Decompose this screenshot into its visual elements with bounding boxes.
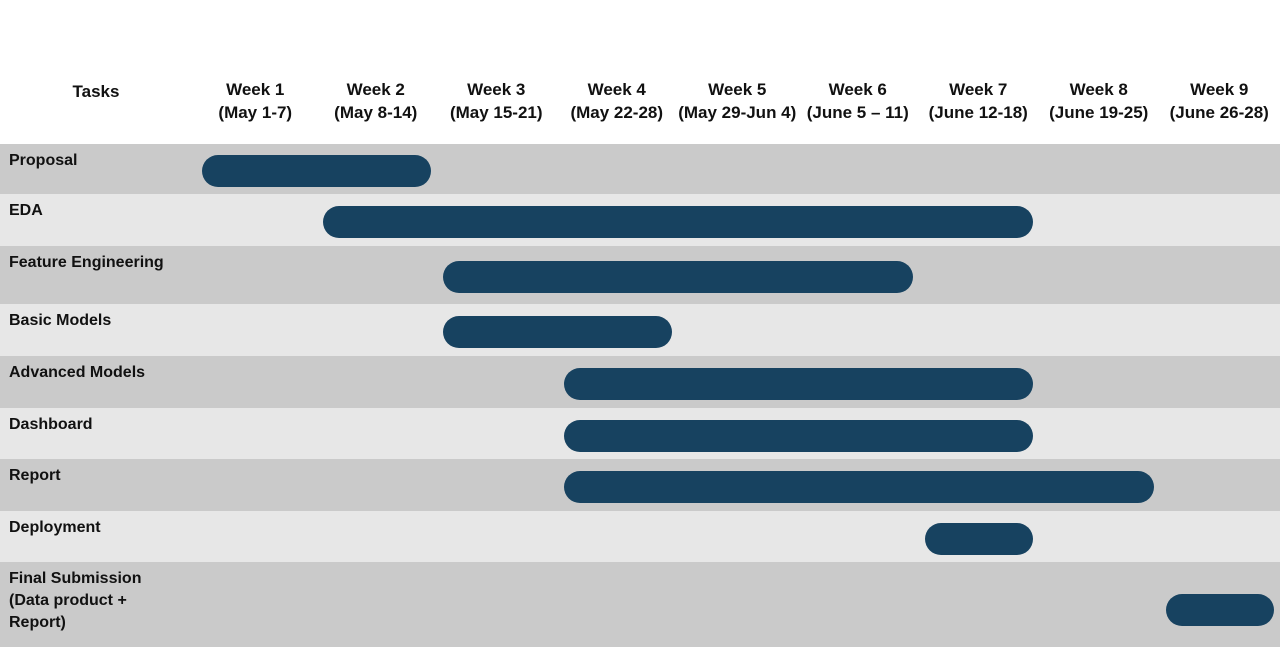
week-dates: (May 8-14) [334,103,418,122]
week-label: Week 2 [346,80,405,99]
task-label: Proposal [9,152,78,169]
task-label: Dashboard [9,416,93,433]
task-label: EDA [9,202,43,219]
task-bar [563,419,1034,452]
week-dates: (June 5 – 11) [806,103,909,122]
task-row: Feature Engineering [0,246,1280,304]
task-label: Report [9,467,61,484]
task-label: Basic Models [9,312,112,329]
tasks-header: Tasks [72,82,120,101]
task-bar [322,206,1034,238]
week-dates: (May 15-21) [449,103,543,122]
week-label: Week 7 [949,80,1008,99]
week-dates: (June 26-28) [1169,103,1269,122]
week-header-4: Week 4 (May 22-28) [556,78,677,124]
task-row: Basic Models [0,304,1280,356]
task-row: Deployment [0,511,1280,562]
task-bar [925,522,1034,555]
week-header-2: Week 2 (May 8-14) [315,78,436,124]
week-dates: (May 1-7) [218,103,293,122]
task-row: Report [0,459,1280,511]
week-header-8: Week 8 (June 19-25) [1038,78,1159,124]
week-dates: (June 19-25) [1049,103,1149,122]
week-header-9: Week 9 (June 26-28) [1159,78,1280,124]
week-dates: (June 12-18) [928,103,1028,122]
task-row: Final Submission (Data product + Report) [0,562,1280,647]
week-header-1: Week 1 (May 1-7) [195,78,316,124]
week-label: Week 3 [467,80,526,99]
task-bar [563,368,1034,400]
task-bar [443,261,913,293]
task-label: Final Submission (Data product + Report) [9,570,142,631]
task-row: EDA [0,194,1280,246]
week-header-3: Week 3 (May 15-21) [436,78,557,124]
task-row: Dashboard [0,408,1280,459]
task-label: Feature Engineering [9,254,164,271]
task-bar [202,155,431,187]
week-label: Week 4 [587,80,646,99]
week-label: Week 5 [708,80,767,99]
task-row: Advanced Models [0,356,1280,408]
task-bar [563,471,1154,503]
week-header-5: Week 5 (May 29-Jun 4) [677,78,798,124]
task-label: Deployment [9,519,101,536]
week-label: Week 6 [828,80,887,99]
week-header-7: Week 7 (June 12-18) [918,78,1039,124]
task-bar [1166,594,1275,626]
task-bar [443,316,672,348]
task-label: Advanced Models [9,364,146,381]
week-label: Week 1 [226,80,285,99]
week-label: Week 9 [1190,80,1249,99]
week-dates: (May 29-Jun 4) [678,103,797,122]
week-dates: (May 22-28) [570,103,664,122]
task-row: Proposal [0,144,1280,194]
week-label: Week 8 [1069,80,1128,99]
week-header-6: Week 6 (June 5 – 11) [797,78,918,124]
